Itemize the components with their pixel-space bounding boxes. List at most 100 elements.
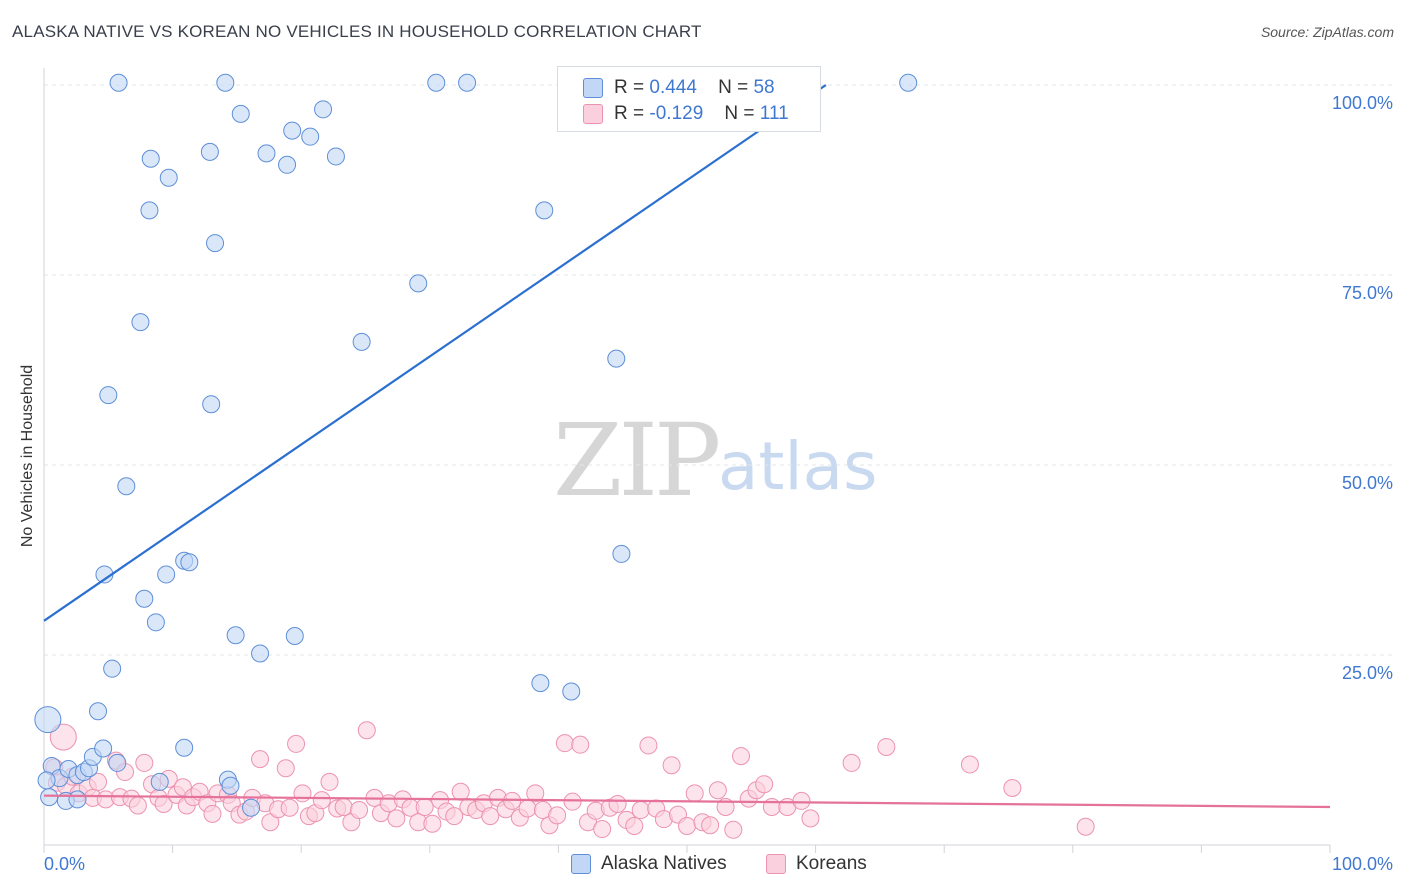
alaska-native-point (135, 589, 154, 608)
alaska-native-point (231, 104, 250, 123)
korean-point (415, 798, 434, 816)
alaska-native-point (89, 702, 108, 721)
alaska-native-point (68, 790, 87, 809)
alaska-native-point (159, 168, 178, 187)
alaska-native-point (283, 121, 302, 140)
korean-point (350, 801, 369, 820)
korean-point (801, 809, 820, 828)
alaska-native-point (180, 553, 199, 572)
x-tick-label-min: 0.0% (44, 854, 85, 874)
korean-point (877, 737, 896, 756)
korean-point (555, 734, 574, 753)
korean-point (518, 799, 537, 818)
alaska-native-point (157, 565, 176, 584)
alaska-native-point (117, 477, 136, 496)
korean-point (128, 796, 147, 815)
alaska-native-point (562, 682, 581, 701)
alaska-native-point (326, 147, 345, 166)
bottom-legend-label-alaska: Alaska Natives (601, 853, 727, 874)
korean-point (276, 759, 295, 778)
korean-point (571, 735, 590, 754)
korean-point (755, 775, 774, 794)
korean-point (481, 807, 500, 826)
korean-point (312, 791, 331, 810)
korean-point (1076, 817, 1095, 836)
legend-swatch-alaska (583, 78, 603, 98)
korean-point (732, 747, 751, 766)
korean-point (792, 791, 811, 810)
korean-point (639, 736, 658, 755)
alaska-native-point (535, 201, 554, 220)
alaska-native-trendline (43, 84, 827, 622)
korean-point (445, 807, 464, 826)
korean-point (662, 756, 681, 775)
chart-title: ALASKA NATIVE VS KOREAN NO VEHICLES IN H… (12, 22, 702, 41)
alaska-native-point (257, 144, 276, 163)
bottom-legend-label-korean: Koreans (796, 853, 867, 874)
n-value-alaska: 58 (753, 77, 775, 98)
korean-point (526, 784, 545, 803)
y-tick-label: 25.0% (1342, 663, 1393, 683)
alaska-native-point (607, 349, 626, 368)
korean-point (251, 750, 270, 769)
alaska-native-point (108, 753, 127, 772)
korean-point (387, 809, 406, 828)
alaska-native-point (140, 201, 159, 220)
alaska-native-point (216, 73, 235, 92)
korean-point (593, 820, 612, 839)
x-tick-label-max: 100.0% (1332, 854, 1393, 874)
korean-point (708, 781, 727, 800)
alaska-native-point (99, 386, 118, 405)
korean-point (685, 784, 704, 803)
korean-point (154, 794, 173, 813)
alaska-native-point (206, 234, 225, 253)
korean-point (625, 817, 644, 835)
alaska-native-point (409, 274, 428, 293)
bottom-swatch-korean (766, 854, 786, 874)
alaska-native-point (612, 544, 631, 563)
alaska-native-point (278, 155, 297, 174)
alaska-native-point (200, 142, 219, 161)
korean-point (608, 794, 627, 813)
alaska-native-point (301, 127, 320, 146)
y-tick-label: 75.0% (1342, 283, 1393, 303)
alaska-native-point (899, 73, 918, 92)
korean-point (631, 801, 650, 820)
r-label: R = (614, 103, 645, 124)
korean-point (548, 806, 567, 825)
n-value-korean: 111 (759, 103, 789, 124)
y-tick-label: 100.0% (1332, 93, 1393, 113)
alaska-native-point (146, 613, 165, 632)
r-value-korean: -0.129 (649, 103, 704, 124)
alaska-native-point (94, 739, 113, 758)
korean-point (357, 721, 376, 740)
alaska-native-point (34, 706, 62, 734)
korean-point (334, 798, 353, 816)
alaska-native-point (175, 738, 194, 757)
korean-point (678, 817, 696, 835)
korean-trendline (43, 794, 1331, 809)
alaska-native-point (150, 772, 169, 791)
korean-point (1003, 779, 1022, 797)
alaska-native-point (40, 788, 59, 807)
r-value-alaska: 0.444 (649, 77, 697, 98)
n-label: N = (724, 103, 755, 124)
alaska-native-point (103, 659, 122, 678)
alaska-native-point (242, 798, 261, 817)
korean-point (89, 772, 108, 791)
korean-point (293, 784, 312, 803)
alaska-native-point (314, 100, 333, 119)
bottom-legend-korean: Koreans (766, 852, 867, 876)
korean-point (135, 753, 154, 772)
alaska-native-point (226, 626, 245, 645)
korean-point (287, 734, 306, 753)
n-label: N = (718, 77, 749, 98)
legend-text-korean: R = -0.129 N = 111 (614, 103, 789, 125)
korean-point (842, 753, 861, 772)
legend-text-alaska: R = 0.444 N = 58 (614, 77, 775, 99)
korean-point (563, 792, 582, 811)
alaska-native-point (458, 73, 477, 92)
watermark-zip: ZIP (553, 402, 721, 519)
korean-point (960, 755, 979, 774)
